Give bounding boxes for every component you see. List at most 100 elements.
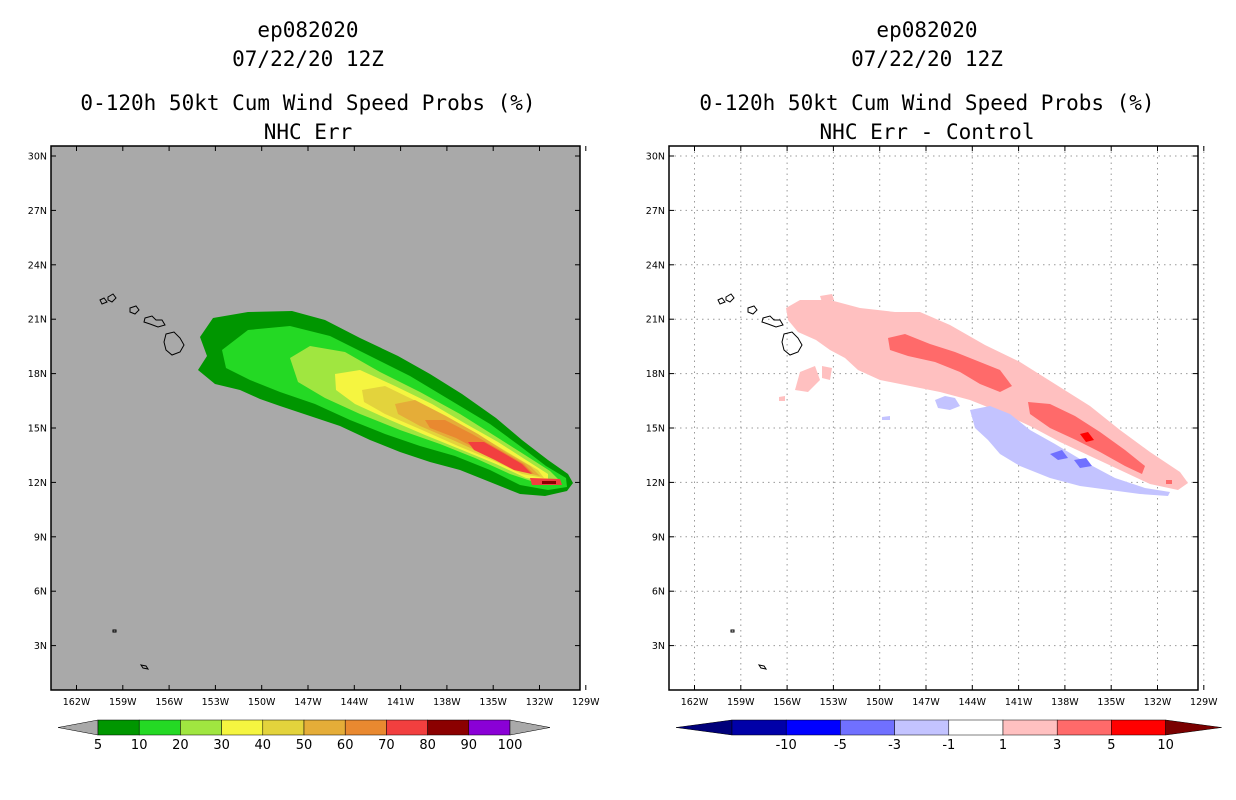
left-panel: ep082020 07/22/20 12Z 0-120h 50kt Cum Wi…: [28, 18, 600, 753]
right-lat-label-0: 30N: [646, 152, 665, 163]
left-colorbar-label-8: 80: [419, 738, 436, 753]
left-colorbar-swatch-8: [427, 719, 470, 736]
left-colorbar-label-7: 70: [378, 738, 395, 753]
left-colorbar-swatch-2: [180, 719, 222, 736]
right-lon-label-7: 141W: [1005, 697, 1033, 708]
left-colorbar-label-4: 40: [255, 738, 272, 753]
diff-positive-5-core: [1080, 432, 1094, 442]
diff-negative-3-a: [1050, 450, 1068, 460]
diff-negative-1-main: [970, 406, 1170, 496]
right-colorbar-swatch-4: [948, 719, 1004, 736]
right-lon-label-3: 153W: [820, 697, 848, 708]
right-lat-label-4: 18N: [646, 369, 665, 380]
diff-positive-1-blob-c: [820, 294, 834, 302]
right-lon-label-6: 144W: [959, 697, 987, 708]
right-colorbar-label-4: 1: [999, 738, 1007, 753]
left-lon-label-7: 141W: [387, 697, 415, 708]
right-lat-label-9: 3N: [652, 641, 665, 652]
left-island-small-2: [139, 664, 150, 670]
left-colorbar: 5 10 20 30 40 50 60 70 80 90 100: [57, 719, 551, 753]
left-lat-label-9: 3N: [34, 641, 47, 652]
left-lon-label-4: 150W: [248, 697, 276, 708]
right-colorbar-label-7: 10: [1157, 738, 1174, 753]
left-title-subtitle: NHC Err: [264, 120, 353, 144]
left-colorbar-low-end: [57, 719, 99, 736]
left-lon-label-2: 156W: [155, 697, 183, 708]
right-colorbar-swatch-1: [785, 719, 841, 736]
right-colorbar-swatch-6: [1056, 719, 1112, 736]
left-colorbar-label-6: 60: [337, 738, 354, 753]
right-title-date: 07/22/20 12Z: [851, 47, 1003, 71]
right-colorbar-label-5: 3: [1053, 738, 1061, 753]
right-colorbar: -10 -5 -3 -1 1 3 5 10: [675, 719, 1222, 753]
left-colorbar-label-3: 30: [213, 738, 230, 753]
right-lon-label-5: 147W: [912, 697, 940, 708]
diff-positive-1-blob-a: [795, 366, 820, 392]
left-title-storm-id: ep082020: [257, 18, 358, 42]
left-colorbar-swatch-4: [262, 719, 305, 736]
right-title-storm-id: ep082020: [876, 18, 977, 42]
left-lat-label-1: 27N: [28, 206, 47, 217]
left-colorbar-high-end: [509, 719, 551, 736]
left-lat-label-5: 15N: [28, 424, 47, 435]
left-lat-label-8: 6N: [34, 587, 47, 598]
left-colorbar-swatch-3: [221, 719, 264, 736]
diff-negative-1-blob-a: [935, 396, 960, 410]
right-lat-label-6: 12N: [646, 478, 665, 489]
diff-negative-3-b: [1074, 458, 1092, 468]
right-lon-label-0: 162W: [681, 697, 709, 708]
diff-positive-tip: [1166, 480, 1172, 484]
right-lat-label-3: 21N: [646, 315, 665, 326]
left-colorbar-label-9: 90: [461, 738, 478, 753]
left-colorbar-swatch-1: [138, 719, 181, 736]
left-island-oahu: [129, 305, 140, 315]
prob-contour-70: [468, 442, 532, 474]
right-island-small-2: [757, 664, 768, 670]
left-colorbar-swatch-5: [303, 719, 346, 736]
left-lon-label-6: 144W: [341, 697, 369, 708]
left-title-date: 07/22/20 12Z: [232, 47, 384, 71]
left-lon-label-5: 147W: [294, 697, 322, 708]
left-colorbar-swatch-6: [344, 719, 387, 736]
right-colorbar-swatch-2: [840, 719, 895, 736]
right-island-small-1: [730, 629, 735, 633]
right-lon-label-1: 159W: [727, 697, 755, 708]
right-colorbar-label-3: -1: [942, 738, 955, 753]
right-lon-label-4: 150W: [866, 697, 894, 708]
left-island-maui-group: [143, 315, 166, 328]
right-lat-label-5: 15N: [646, 424, 665, 435]
right-lat-label-7: 9N: [652, 532, 665, 543]
left-colorbar-label-10: 100: [498, 738, 523, 753]
right-lat-label-1: 27N: [646, 206, 665, 217]
right-colorbar-swatch-0: [731, 719, 787, 736]
prob-contour-80: [542, 481, 556, 484]
right-title-subtitle: NHC Err - Control: [820, 120, 1035, 144]
left-lon-label-11: 129W: [572, 697, 600, 708]
right-difference-field: [779, 294, 1188, 496]
left-title-product: 0-120h 50kt Cum Wind Speed Probs (%): [80, 91, 535, 115]
left-colorbar-label-5: 50: [296, 738, 313, 753]
left-island-niihau-kauai: [99, 293, 117, 305]
diff-positive-1-blob-b: [822, 366, 832, 380]
right-colorbar-label-2: -3: [888, 738, 901, 753]
left-colorbar-swatch-0: [97, 719, 140, 736]
left-island-small-1: [112, 629, 117, 633]
right-lat-label-2: 24N: [646, 260, 665, 271]
right-lon-label-2: 156W: [773, 697, 801, 708]
right-colorbar-swatch-3: [894, 719, 950, 736]
right-colorbar-label-0: -10: [776, 738, 797, 753]
left-colorbar-swatch-9: [468, 719, 511, 736]
left-lat-label-3: 21N: [28, 315, 47, 326]
left-colorbar-label-0: 5: [94, 738, 102, 753]
left-colorbar-label-2: 20: [172, 738, 189, 753]
right-colorbar-high-end: [1165, 719, 1222, 736]
diff-positive-1-blob-d: [779, 396, 785, 401]
right-island-hawaii: [781, 331, 803, 356]
right-coastlines: [717, 293, 803, 670]
right-colorbar-low-end: [675, 719, 733, 736]
left-island-hawaii: [163, 331, 185, 356]
left-colorbar-swatch-7: [386, 719, 428, 736]
left-lon-label-1: 159W: [109, 697, 137, 708]
right-lon-label-11: 129W: [1190, 697, 1218, 708]
